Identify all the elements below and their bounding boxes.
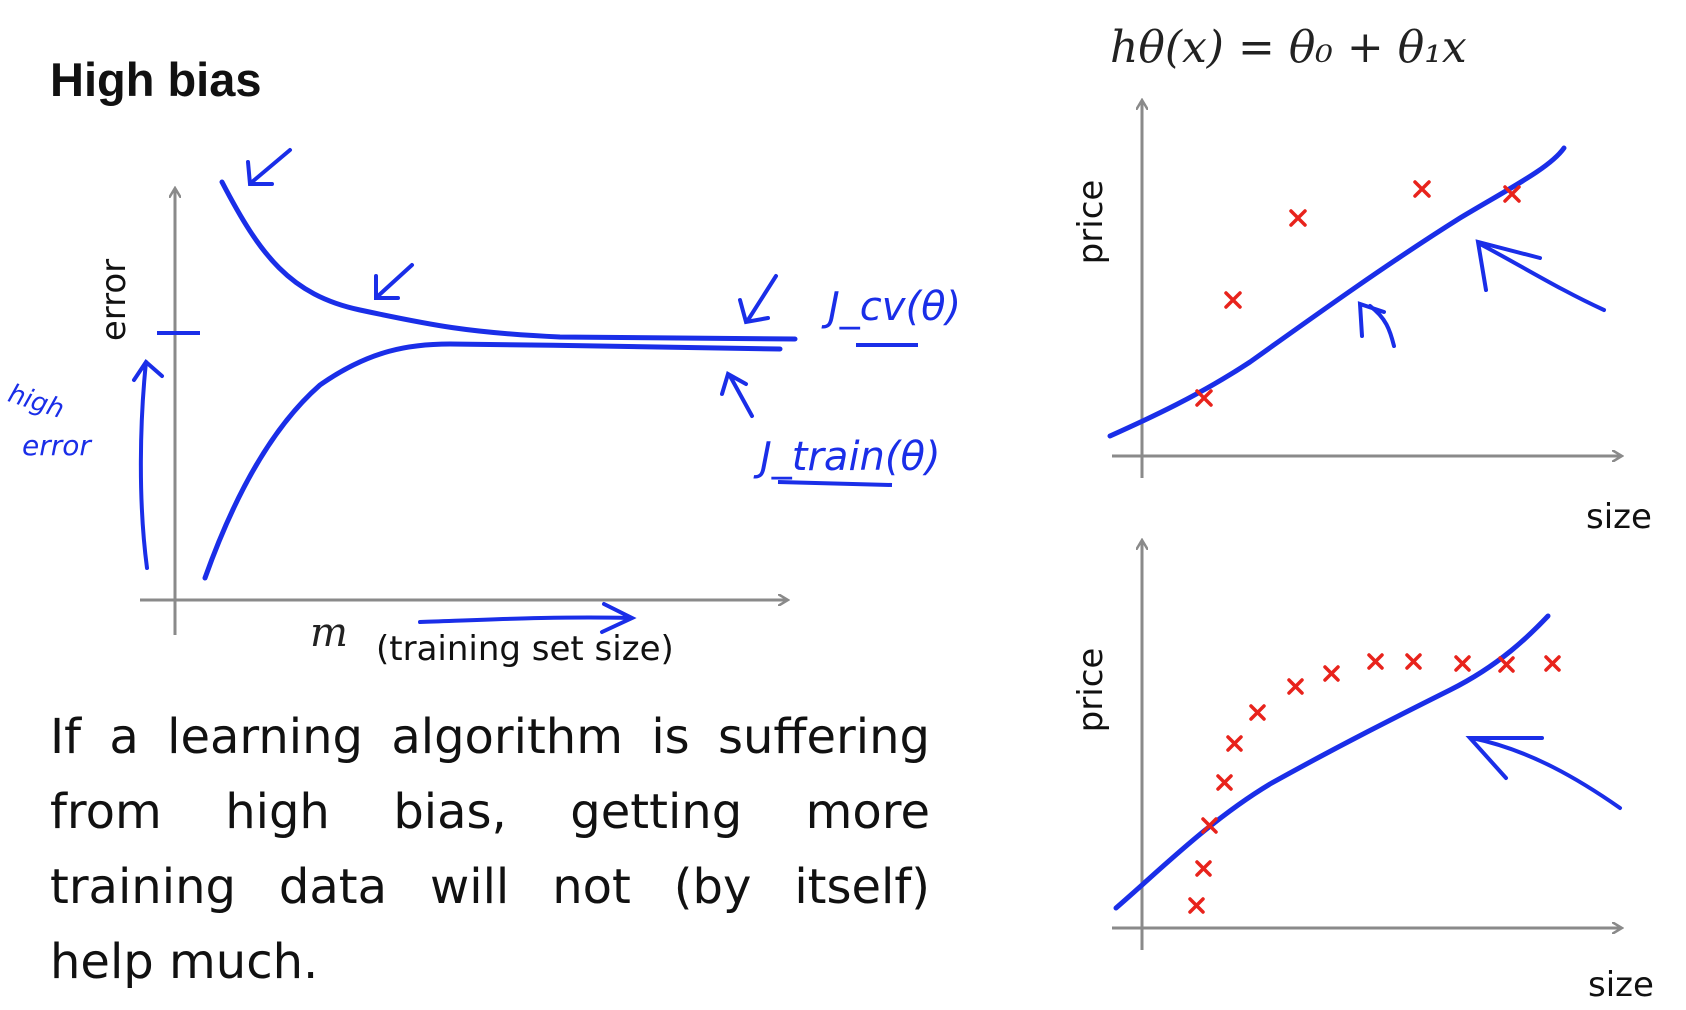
slide-paragraph: If a learning algorithm is suffering fro… bbox=[50, 700, 930, 1000]
jcv-arrow-3 bbox=[738, 274, 778, 325]
top-fit-points bbox=[1195, 180, 1521, 407]
bottom-fit-x-label: size bbox=[1588, 965, 1654, 1005]
learning-curve-x-label: (training set size) bbox=[376, 629, 674, 669]
jcv-label: J_cv(θ) bbox=[821, 284, 961, 330]
top-fit-point bbox=[1503, 185, 1521, 203]
bottom-fit-point bbox=[1188, 897, 1205, 914]
bottom-fit-point bbox=[1216, 774, 1233, 791]
top-fit-point bbox=[1195, 389, 1213, 407]
top-fit-point bbox=[1413, 180, 1431, 198]
high-error-handwritten-2: error bbox=[22, 429, 92, 462]
learning-curve-diagram: error m (training set size) high error J… bbox=[4, 148, 961, 669]
bottom-fit-point bbox=[1249, 704, 1266, 721]
slide-title: High bias bbox=[50, 53, 262, 106]
bottom-fit-point bbox=[1201, 817, 1218, 834]
top-fit-point bbox=[1289, 209, 1307, 227]
bottom-fit-points bbox=[1188, 653, 1561, 914]
bottom-fit-diagram: price size bbox=[1071, 540, 1654, 1005]
paragraph-line-2: from high bias, getting more bbox=[50, 784, 930, 840]
bottom-fit-point bbox=[1498, 656, 1515, 673]
jtrain-curve bbox=[202, 341, 783, 581]
bottom-fit-point bbox=[1287, 678, 1304, 695]
top-fit-diagram: hθ(x) = θ₀ + θ₁x price size bbox=[1071, 22, 1652, 537]
top-fit-point bbox=[1224, 291, 1242, 309]
learning-curve-y-label: error bbox=[94, 259, 134, 341]
top-fit-y-label: price bbox=[1071, 180, 1111, 265]
jcv-arrow-2 bbox=[374, 263, 414, 300]
bottom-fit-line bbox=[1113, 613, 1551, 911]
jtrain-label: J_train(θ) bbox=[753, 434, 941, 480]
learning-curve-x-symbol: m bbox=[310, 610, 348, 656]
paragraph-line-3: training data will not (by itself) bbox=[50, 859, 930, 915]
high-error-arrow bbox=[132, 358, 164, 570]
bottom-fit-point bbox=[1195, 860, 1212, 877]
bottom-fit-point bbox=[1367, 653, 1384, 670]
bottom-fit-point bbox=[1405, 653, 1422, 670]
bottom-fit-arrow bbox=[1465, 736, 1622, 810]
bottom-fit-point bbox=[1226, 735, 1243, 752]
top-fit-arrow-1 bbox=[1357, 301, 1396, 348]
high-error-handwritten-1: high bbox=[4, 379, 67, 425]
hypothesis-equation: hθ(x) = θ₀ + θ₁x bbox=[1110, 22, 1467, 73]
bottom-fit-point bbox=[1323, 665, 1340, 682]
top-fit-x-label: size bbox=[1586, 497, 1652, 537]
paragraph-line-4: help much. bbox=[50, 934, 319, 990]
more-data-arrow bbox=[418, 602, 637, 634]
jcv-arrow-1 bbox=[246, 148, 292, 186]
bottom-fit-point bbox=[1454, 655, 1471, 672]
jtrain-arrow bbox=[720, 371, 754, 418]
bottom-fit-point bbox=[1544, 655, 1561, 672]
paragraph-line-1: If a learning algorithm is suffering bbox=[50, 709, 930, 765]
bottom-fit-y-label: price bbox=[1071, 648, 1111, 733]
top-fit-arrow-2 bbox=[1475, 239, 1606, 312]
top-fit-line bbox=[1107, 145, 1567, 439]
jtrain-label-underline bbox=[777, 480, 893, 487]
jcv-curve bbox=[219, 179, 798, 342]
